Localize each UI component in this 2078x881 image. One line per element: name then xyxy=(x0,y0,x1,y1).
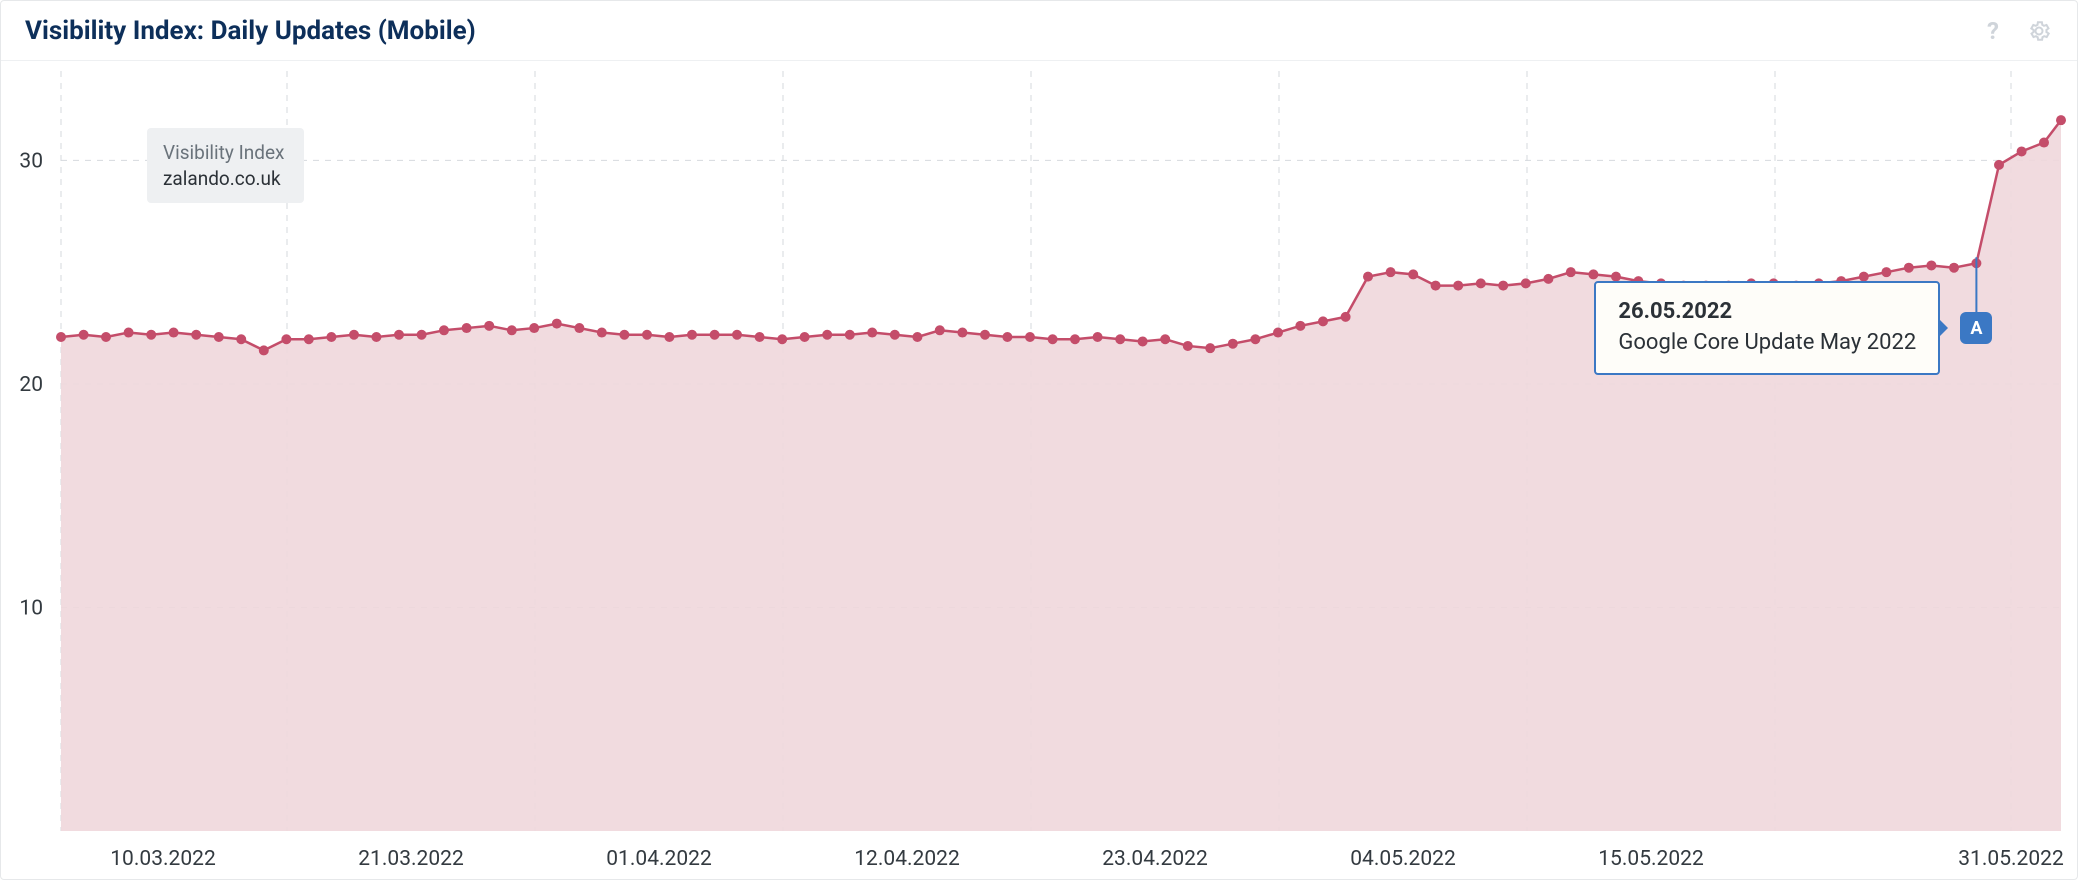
svg-text:21.03.2022: 21.03.2022 xyxy=(358,847,464,871)
callout-text: Google Core Update May 2022 xyxy=(1618,328,1916,359)
svg-text:23.04.2022: 23.04.2022 xyxy=(1102,847,1208,871)
chart-area: 10 20 30 10.03.2022 21.03.2022 01.04.2022 12.0… xyxy=(1,61,2077,881)
visibility-chart: 10 20 30 10.03.2022 21.03.2022 01.04.2022 12.0… xyxy=(1,61,2078,881)
legend-domain: zalando.co.uk xyxy=(163,166,284,192)
svg-text:31.05.2022: 31.05.2022 xyxy=(1958,847,2064,871)
svg-text:30: 30 xyxy=(19,149,43,173)
svg-text:12.04.2022: 12.04.2022 xyxy=(854,847,960,871)
card-header: Visibility Index: Daily Updates (Mobile)… xyxy=(1,1,2077,61)
help-icon[interactable]: ? xyxy=(1979,17,2007,45)
svg-text:04.05.2022: 04.05.2022 xyxy=(1350,847,1456,871)
event-callout: 26.05.2022 Google Core Update May 2022 xyxy=(1594,281,1940,375)
callout-date: 26.05.2022 xyxy=(1618,297,1916,328)
card-actions: ? xyxy=(1979,17,2053,45)
svg-text:01.04.2022: 01.04.2022 xyxy=(606,847,712,871)
gear-icon[interactable] xyxy=(2025,17,2053,45)
legend-box: Visibility Index zalando.co.uk xyxy=(147,128,304,203)
svg-text:20: 20 xyxy=(19,373,43,397)
svg-text:10.03.2022: 10.03.2022 xyxy=(110,847,216,871)
legend-series-label: Visibility Index xyxy=(163,140,284,166)
event-marker-label: A xyxy=(1970,318,1982,339)
svg-text:15.05.2022: 15.05.2022 xyxy=(1598,847,1704,871)
event-marker-pin[interactable]: A xyxy=(1960,312,1992,344)
svg-text:10: 10 xyxy=(19,596,43,620)
visibility-card: Visibility Index: Daily Updates (Mobile)… xyxy=(0,0,2078,880)
card-title: Visibility Index: Daily Updates (Mobile) xyxy=(25,16,476,46)
